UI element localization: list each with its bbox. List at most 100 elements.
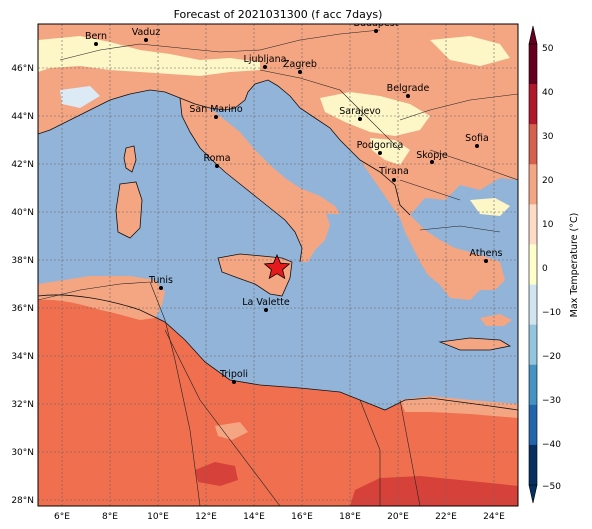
crete [440, 338, 510, 350]
city-tirana: Tirana [378, 166, 409, 182]
city-label: Sarajevo [339, 106, 381, 117]
colorbar-segment [529, 284, 537, 326]
balkans-greece [360, 160, 505, 300]
city-layer: Bern Vaduz Budapest Ljubljana Zagreb San… [85, 18, 503, 384]
city-budapest: Budapest [354, 18, 399, 33]
alps-cold-patch [60, 86, 100, 108]
corsica [124, 146, 136, 172]
lat-tick-label: 38°N [11, 256, 34, 266]
country-borders [38, 29, 518, 506]
city-label: Tripoli [219, 369, 248, 380]
lat-tick-label: 28°N [11, 496, 34, 506]
lon-tick-label: 8°E [102, 512, 118, 522]
city-label: Podgorica [357, 140, 404, 151]
location-star-marker [263, 253, 291, 280]
lon-tick-label: 24°E [483, 512, 505, 522]
city-label: Bern [85, 31, 107, 42]
colorbar-segment [529, 404, 537, 446]
lon-tick-label: 12°E [195, 512, 217, 522]
sahara-hot-patch [350, 476, 518, 506]
hungary-pale-patch [430, 36, 510, 66]
colorbar-segment [529, 204, 537, 245]
colorbar-top-arrow [528, 25, 538, 45]
city-label: Zagreb [283, 59, 317, 70]
lon-tick-label: 14°E [243, 512, 265, 522]
bosnia-pale-patch [370, 138, 410, 165]
lon-tick-label: 16°E [291, 512, 313, 522]
city-label: Vaduz [132, 27, 161, 38]
city-label: Ljubljana [244, 54, 287, 65]
map-area: Bern Vaduz Budapest Ljubljana Zagreb San… [38, 18, 518, 506]
aegean-islands [480, 314, 512, 326]
colorbar-tick-label: 20 [542, 176, 554, 186]
city-label: San Marino [189, 104, 242, 115]
city-tunis: Tunis [148, 275, 173, 290]
city-vaduz: Vaduz [132, 27, 161, 42]
city-label: Athens [470, 248, 503, 259]
lat-tick-label: 36°N [11, 304, 34, 314]
greece-pale-patch [470, 198, 510, 216]
city-label: La Valette [242, 297, 290, 308]
italy-peninsula [180, 98, 330, 262]
colorbar-segment [529, 84, 537, 125]
tripoli-pale-patch [215, 422, 248, 440]
tunisia-region [38, 276, 165, 320]
libya-coast-region [400, 396, 518, 418]
colorbar-segment [529, 164, 537, 205]
city-roma: Roma [203, 153, 231, 168]
colorbar-tick-label: −10 [542, 308, 561, 318]
lat-tick-label: 40°N [11, 208, 34, 218]
city-zagreb: Zagreb [283, 59, 317, 74]
city-label: Budapest [354, 18, 399, 29]
colorbar-frame [528, 43, 538, 486]
lon-tick-label: 10°E [147, 512, 169, 522]
latitude-axis: 46°N 44°N 42°N 40°N 38°N 36°N 34°N 32°N … [11, 64, 34, 506]
lat-tick-label: 34°N [11, 352, 34, 362]
colorbar-tick-label: 10 [542, 220, 554, 230]
graticule [38, 24, 518, 506]
lon-tick-label: 6°E [54, 512, 70, 522]
city-podgorica: Podgorica [357, 140, 404, 155]
city-ljubljana: Ljubljana [244, 54, 287, 69]
city-tripoli: Tripoli [219, 369, 248, 384]
city-athens: Athens [470, 248, 503, 263]
colorbar-tick-label: −20 [542, 352, 561, 362]
city-sofia: Sofia [465, 133, 489, 148]
alps-pale-patch [38, 36, 260, 76]
map-title: Forecast of 2021031300 (f acc 7days) [174, 8, 383, 21]
colorbar-segment [529, 44, 537, 85]
longitude-axis: 6°E 8°E 10°E 12°E 14°E 16°E 18°E 20°E 22… [54, 512, 505, 522]
italy-heel [300, 188, 340, 214]
city-label: Roma [203, 153, 230, 164]
lat-tick-label: 44°N [11, 112, 34, 122]
lat-tick-label: 46°N [11, 64, 34, 74]
lat-tick-label: 32°N [11, 400, 34, 410]
city-la-valette: La Valette [242, 297, 290, 312]
city-skopje: Skopje [416, 150, 448, 164]
sardinia [116, 182, 142, 238]
colorbar-tick-label: −40 [542, 440, 561, 450]
balkans-pale-patch [320, 92, 430, 136]
city-san-marino: San Marino [189, 104, 243, 119]
colorbar-segment [529, 324, 537, 366]
colorbar-label: Max Temperature (°C) [569, 213, 580, 318]
colorbar-tick-label: −50 [542, 482, 561, 492]
city-label: Tunis [148, 275, 173, 286]
colorbar-ticks: 50 40 30 20 10 0 −10 −20 −30 −40 −50 [542, 44, 561, 492]
colorbar-tick-label: 30 [542, 132, 554, 142]
algeria-coast-region [38, 299, 165, 345]
colorbar-tick-label: −30 [542, 396, 561, 406]
colorbar-segment [529, 244, 537, 286]
lon-tick-label: 18°E [339, 512, 361, 522]
coastlines [38, 79, 518, 411]
colorbar-segment [529, 444, 537, 486]
city-label: Tirana [378, 166, 409, 177]
lon-tick-label: 22°E [435, 512, 457, 522]
city-sarajevo: Sarajevo [339, 106, 381, 121]
lat-tick-label: 42°N [11, 160, 34, 170]
map-frame [37, 23, 519, 507]
colorbar-tick-label: 40 [542, 88, 554, 98]
lat-tick-label: 30°N [11, 448, 34, 458]
colorbar: 50 40 30 20 10 0 −10 −20 −30 −40 −50 Max… [528, 25, 580, 504]
